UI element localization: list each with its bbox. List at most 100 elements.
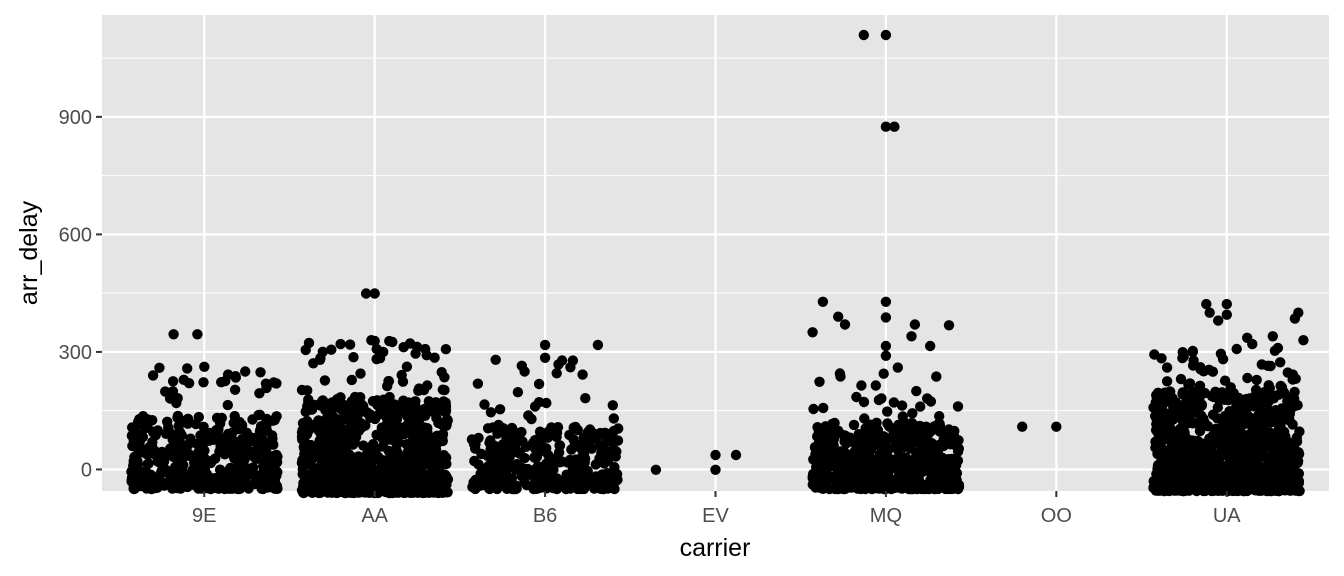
data-point — [1188, 441, 1199, 453]
data-point — [1241, 481, 1252, 492]
data-points — [126, 29, 1309, 499]
data-point — [1294, 426, 1305, 437]
data-point — [880, 121, 892, 132]
data-point — [1298, 335, 1309, 346]
data-point — [730, 449, 742, 461]
data-point — [365, 412, 376, 423]
data-point — [946, 453, 957, 465]
data-point — [1213, 463, 1225, 474]
data-point — [1289, 313, 1301, 324]
data-point — [1286, 440, 1297, 451]
data-point — [234, 443, 245, 454]
data-point — [1213, 315, 1224, 326]
data-point — [410, 348, 421, 359]
data-point — [856, 460, 867, 472]
data-point — [348, 352, 359, 363]
data-point — [1188, 468, 1199, 479]
data-point — [384, 335, 395, 347]
x-tick-label: B6 — [533, 505, 557, 527]
data-point — [429, 352, 440, 363]
data-point — [172, 445, 184, 457]
data-point — [710, 464, 721, 475]
data-point — [878, 368, 889, 379]
data-point — [1197, 484, 1209, 495]
data-point — [1278, 386, 1289, 398]
data-point — [870, 380, 881, 391]
data-point — [399, 487, 411, 498]
data-point — [222, 399, 233, 411]
data-point — [832, 457, 843, 468]
data-point — [1017, 421, 1028, 432]
data-point — [387, 485, 398, 496]
data-point — [150, 476, 161, 488]
data-point — [552, 422, 564, 433]
data-point — [1258, 387, 1270, 398]
data-point — [592, 339, 604, 351]
data-point — [438, 455, 449, 466]
data-point — [1177, 347, 1188, 358]
data-point — [833, 311, 844, 322]
data-point — [1272, 426, 1283, 437]
data-point — [1204, 307, 1215, 318]
data-point — [1281, 412, 1292, 423]
data-point — [344, 339, 356, 350]
data-point — [1158, 396, 1170, 407]
data-point — [438, 404, 449, 415]
data-point — [417, 440, 428, 452]
data-point — [1159, 449, 1171, 461]
data-point — [1231, 343, 1242, 355]
data-point — [899, 469, 910, 481]
data-point — [1188, 457, 1200, 468]
data-point — [318, 432, 329, 443]
data-point — [1236, 448, 1247, 460]
data-point — [127, 468, 139, 480]
data-point — [535, 430, 546, 442]
x-tick-label: MQ — [870, 505, 902, 527]
data-point — [888, 397, 900, 408]
data-point — [512, 387, 524, 398]
data-point — [818, 402, 829, 414]
data-point — [880, 350, 892, 361]
x-tick-label: EV — [702, 505, 729, 527]
data-point — [143, 417, 154, 428]
data-point — [1176, 421, 1188, 433]
data-point — [922, 393, 933, 404]
data-point — [491, 460, 503, 472]
data-point — [365, 473, 376, 484]
data-point — [1168, 470, 1179, 481]
data-point — [198, 421, 209, 432]
data-point — [1262, 397, 1274, 408]
data-point — [439, 372, 450, 383]
data-point — [271, 378, 282, 389]
data-point — [843, 454, 854, 465]
data-point — [420, 410, 431, 421]
data-point — [192, 329, 203, 340]
data-point — [1253, 397, 1264, 408]
data-point — [241, 427, 252, 438]
data-point — [943, 424, 955, 435]
data-point — [535, 464, 546, 476]
data-point — [300, 344, 311, 356]
data-point — [875, 467, 886, 478]
data-point — [430, 437, 442, 448]
data-point — [127, 422, 138, 433]
data-point — [1293, 468, 1304, 479]
y-tick-label: 300 — [59, 342, 92, 364]
data-point — [1201, 298, 1212, 310]
data-point — [1214, 483, 1225, 494]
data-point — [882, 418, 893, 429]
data-point — [1187, 346, 1198, 358]
data-point — [872, 429, 884, 440]
data-point — [313, 480, 324, 492]
data-point — [1235, 395, 1246, 406]
data-point — [492, 428, 503, 439]
data-point — [915, 478, 926, 490]
data-point — [439, 472, 450, 484]
data-point — [1254, 479, 1265, 490]
data-point — [550, 473, 561, 484]
data-point — [421, 350, 432, 361]
data-point — [331, 450, 343, 461]
data-point — [533, 378, 545, 390]
data-point — [1151, 468, 1162, 480]
data-point — [1152, 485, 1164, 496]
